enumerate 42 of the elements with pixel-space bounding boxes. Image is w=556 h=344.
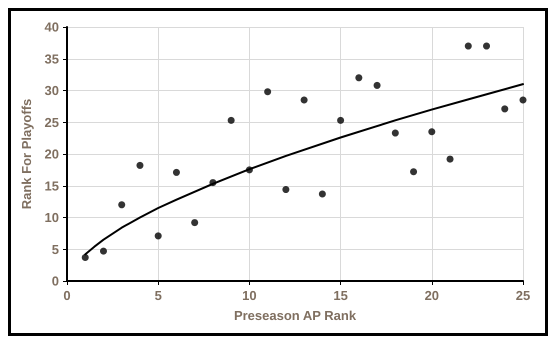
y-tick-label: 40 <box>44 20 59 34</box>
point <box>191 219 198 226</box>
point <box>501 105 508 112</box>
point <box>520 96 526 104</box>
y-tick-label: 0 <box>52 274 59 288</box>
point <box>464 42 472 50</box>
y-tick-label: 30 <box>44 83 59 98</box>
y-tick-label: 25 <box>44 114 59 130</box>
y-tick-label: 5 <box>52 242 59 257</box>
point <box>264 88 272 96</box>
point <box>136 162 144 169</box>
x-axis-title: Preseason AP Rank <box>234 308 357 323</box>
x-tick-label: 25 <box>516 288 530 303</box>
y-tick-label: 15 <box>44 178 59 194</box>
x-tick-label: 0 <box>63 288 71 303</box>
x-tick-label: 5 <box>154 288 162 303</box>
point <box>392 130 399 137</box>
point <box>209 179 216 186</box>
y-tick-label: 35 <box>44 51 59 66</box>
point <box>483 42 490 50</box>
point <box>82 254 89 262</box>
point <box>282 186 290 194</box>
point <box>118 201 126 208</box>
point <box>318 190 326 198</box>
x-tick-label: 10 <box>242 288 257 303</box>
x-tick-label: 20 <box>424 288 440 303</box>
point <box>446 156 454 163</box>
point <box>246 166 253 174</box>
y-axis-title: Rank For Playoffs <box>19 98 34 210</box>
point <box>228 116 235 124</box>
point <box>410 168 418 176</box>
y-tick-label: 20 <box>44 146 59 162</box>
point <box>100 248 107 255</box>
point <box>300 96 308 104</box>
point <box>172 168 180 176</box>
point <box>374 82 381 89</box>
point <box>428 128 436 136</box>
y-tick-label: 10 <box>44 210 59 225</box>
point <box>355 74 362 82</box>
point <box>154 232 162 240</box>
point <box>337 116 344 124</box>
x-tick-label: 15 <box>333 288 348 303</box>
